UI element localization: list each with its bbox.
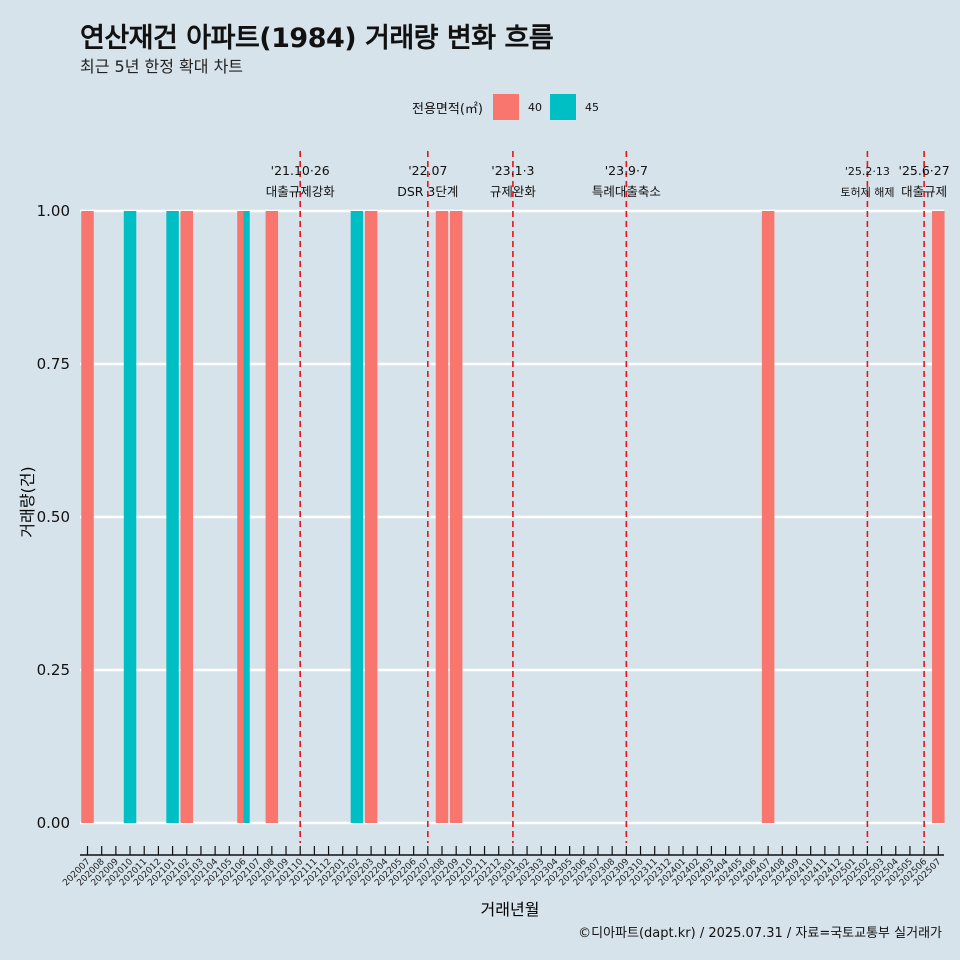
legend-item-40: 40 (492, 94, 542, 120)
event-date: '23.9·7 (605, 163, 648, 178)
legend-label-45: 45 (584, 100, 599, 114)
event-label: 대출규제강화 (266, 184, 336, 199)
legend-title: 전용면적(㎡) (412, 101, 483, 117)
bar-40-202208 (435, 211, 449, 823)
event-date: '25.6·27 (899, 163, 950, 178)
chart-title: 연산재건 아파트(1984) 거래량 변화 흐름 (80, 23, 554, 54)
bar-45-202106 (243, 211, 250, 823)
event-label: DSR 3단계 (397, 184, 458, 199)
legend-swatch-45 (549, 94, 576, 120)
legend-swatch-40 (492, 94, 519, 120)
x-axis: 2020072020082020092020102020112020122021… (61, 846, 944, 888)
y-tick-label: 0.75 (37, 355, 70, 373)
y-tick-label: 0.50 (37, 508, 70, 526)
event-date: '21.10·26 (271, 163, 330, 178)
y-tick-label: 1.00 (37, 202, 70, 220)
event-date: '23.1·3 (491, 163, 534, 178)
y-tick-label: 0.00 (37, 814, 70, 832)
bar-45-202010 (123, 211, 137, 823)
y-tick-label: 0.25 (37, 661, 70, 679)
gridlines (80, 209, 944, 825)
bar-40-202203 (364, 211, 378, 823)
chart-subtitle: 최근 5년 한정 확대 차트 (80, 57, 244, 76)
event-label: 특례대출축소 (592, 184, 661, 199)
bar-40-202507 (932, 211, 945, 823)
bars (81, 211, 945, 823)
y-axis: 0.00 0.25 0.50 0.75 1.00 (37, 202, 70, 832)
bar-40-202209 (449, 211, 463, 823)
bar-40-202407 (761, 211, 775, 823)
x-axis-title: 거래년월 (481, 900, 540, 919)
event-date: '22.07 (408, 163, 447, 178)
legend-label-40: 40 (527, 100, 542, 114)
bar-45-202202 (350, 211, 364, 823)
bar-40-202108 (265, 211, 279, 823)
y-axis-title: 거래량(건) (18, 466, 37, 537)
legend-item-45: 45 (549, 94, 599, 120)
legend: 전용면적(㎡) 40 45 (412, 93, 607, 121)
bar-45-202101 (166, 211, 179, 823)
event-date: '25.2·13 (845, 165, 890, 178)
bar-40-202102 (180, 211, 194, 823)
bar-40-202007 (81, 211, 94, 823)
bar-40-202106 (237, 211, 244, 823)
event-label: 규제완화 (490, 184, 537, 199)
event-markers: '21.10·26 대출규제강화 '22.07 DSR 3단계 '23.1·3 규제완화 '… (266, 151, 950, 843)
event-label: 토허제 해제 (840, 185, 894, 199)
event-label: 대출규제 (901, 184, 947, 199)
footer-credit: ©디아파트(dapt.kr) / 2025.07.31 / 자료=국토교통부 실… (578, 926, 942, 941)
